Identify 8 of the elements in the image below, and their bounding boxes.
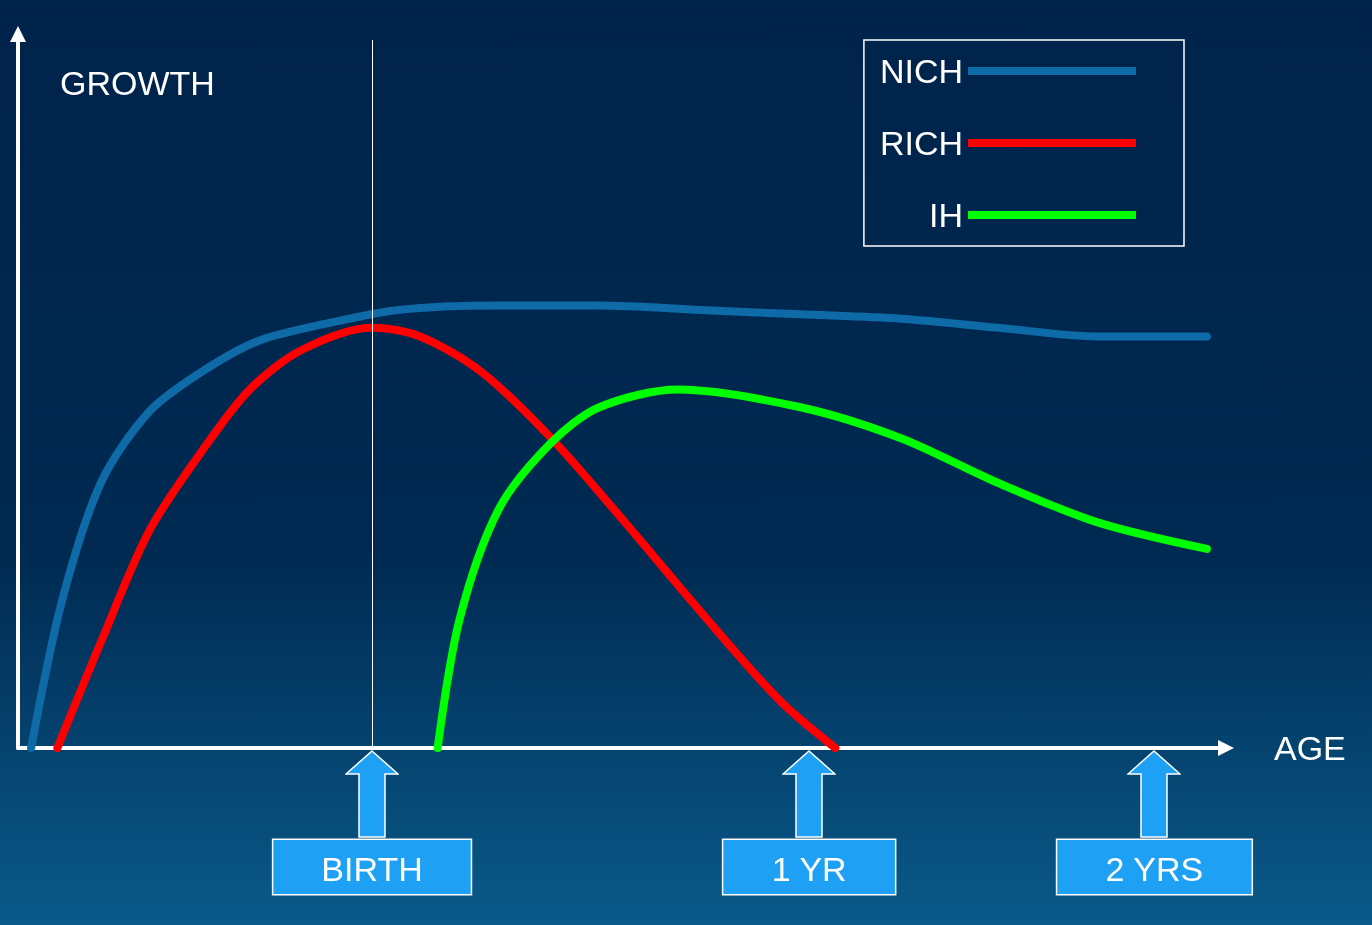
text: GROWTH — [60, 64, 215, 102]
legend-label: RICH — [879, 124, 963, 162]
x-tick-label: 2 YRS — [1105, 850, 1204, 888]
legend-label: NICH — [879, 52, 963, 90]
x-tick-label: 1 YR — [771, 850, 847, 888]
legend-label: IH — [929, 196, 963, 234]
x-axis-title: AGE — [1274, 729, 1346, 767]
x-tick-label: BIRTH — [321, 850, 423, 888]
